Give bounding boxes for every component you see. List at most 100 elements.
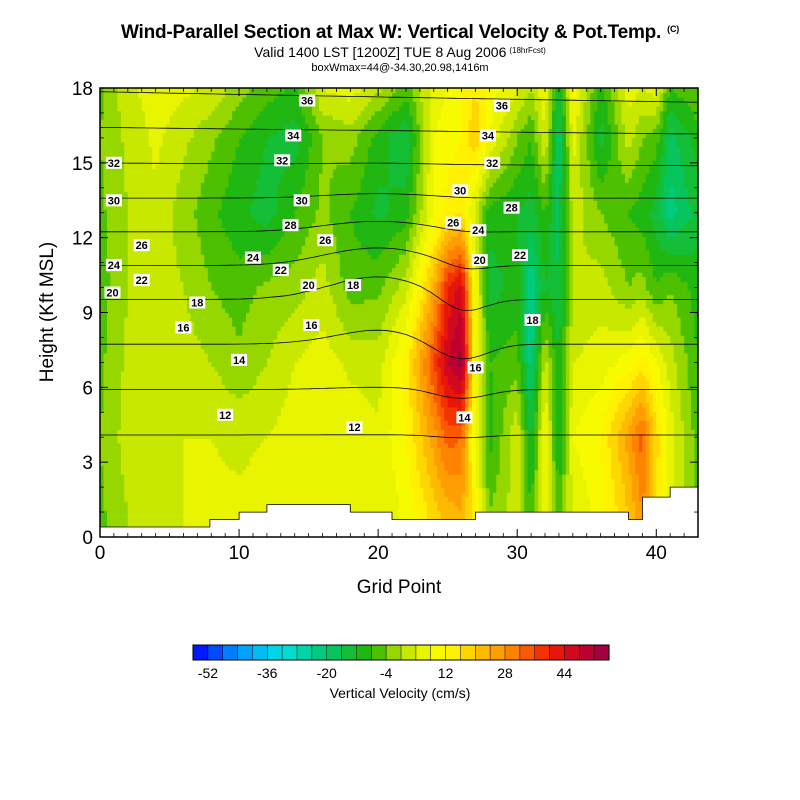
velocity-cell <box>190 272 194 277</box>
velocity-cell <box>267 111 271 116</box>
velocity-cell <box>124 133 128 138</box>
velocity-cell <box>218 313 222 318</box>
velocity-cell <box>170 317 174 322</box>
velocity-cell <box>218 384 222 389</box>
velocity-cell <box>253 434 257 439</box>
velocity-cell <box>204 438 208 443</box>
velocity-cell <box>124 380 128 385</box>
velocity-cell <box>232 322 236 327</box>
velocity-cell <box>229 308 233 313</box>
velocity-cell <box>232 299 236 304</box>
velocity-cell <box>236 102 240 107</box>
velocity-cell <box>236 155 240 160</box>
velocity-cell <box>236 290 240 295</box>
velocity-cell <box>222 151 226 156</box>
velocity-cell <box>246 461 250 466</box>
velocity-cell <box>232 393 236 398</box>
velocity-cell <box>243 223 247 228</box>
velocity-cell <box>142 398 146 403</box>
velocity-cell <box>183 357 187 362</box>
velocity-cell <box>145 443 149 448</box>
velocity-cell <box>117 447 121 452</box>
velocity-cell <box>183 506 187 511</box>
velocity-cell <box>104 357 108 362</box>
velocity-cell <box>204 375 208 380</box>
velocity-cell <box>263 218 267 223</box>
velocity-cell <box>110 322 114 327</box>
velocity-cell <box>128 272 132 277</box>
velocity-cell <box>218 151 222 156</box>
velocity-cell <box>208 272 212 277</box>
velocity-cell <box>117 102 121 107</box>
velocity-cell <box>128 218 132 223</box>
velocity-cell <box>204 510 208 515</box>
velocity-cell <box>145 488 149 493</box>
velocity-cell <box>128 326 132 331</box>
velocity-cell <box>263 362 267 367</box>
velocity-cell <box>128 443 132 448</box>
velocity-cell <box>246 97 250 102</box>
velocity-cell <box>114 371 118 376</box>
velocity-cell <box>124 160 128 165</box>
velocity-cell <box>163 106 167 111</box>
velocity-cell <box>260 452 264 457</box>
velocity-cell <box>229 335 233 340</box>
velocity-cell <box>170 250 174 255</box>
velocity-cell <box>117 510 121 515</box>
velocity-cell <box>232 380 236 385</box>
velocity-cell <box>260 160 264 165</box>
velocity-cell <box>183 277 187 282</box>
velocity-cell <box>229 465 233 470</box>
velocity-cell <box>142 102 146 107</box>
velocity-cell <box>190 488 194 493</box>
velocity-cell <box>142 209 146 214</box>
velocity-cell <box>177 506 181 511</box>
velocity-cell <box>201 151 205 156</box>
velocity-cell <box>145 456 149 461</box>
velocity-cell <box>110 398 114 403</box>
velocity-cell <box>110 272 114 277</box>
velocity-cell <box>236 465 240 470</box>
velocity-cell <box>177 335 181 340</box>
velocity-cell <box>128 492 132 497</box>
velocity-cell <box>110 339 114 344</box>
velocity-cell <box>163 191 167 196</box>
velocity-cell <box>117 151 121 156</box>
velocity-cell <box>243 200 247 205</box>
velocity-cell <box>159 380 163 385</box>
velocity-cell <box>138 290 142 295</box>
velocity-cell <box>117 119 121 124</box>
velocity-cell <box>183 200 187 205</box>
velocity-cell <box>110 93 114 98</box>
velocity-cell <box>145 407 149 412</box>
velocity-cell <box>110 173 114 178</box>
velocity-cell <box>201 281 205 286</box>
velocity-cell <box>170 339 174 344</box>
velocity-cell <box>131 173 135 178</box>
velocity-cell <box>149 151 153 156</box>
velocity-cell <box>232 241 236 246</box>
velocity-cell <box>267 205 271 210</box>
velocity-cell <box>253 200 257 205</box>
velocity-cell <box>215 461 219 466</box>
velocity-cell <box>250 218 254 223</box>
velocity-cell <box>124 479 128 484</box>
velocity-cell <box>183 178 187 183</box>
velocity-cell <box>170 402 174 407</box>
velocity-cell <box>208 209 212 214</box>
velocity-cell <box>131 447 135 452</box>
velocity-cell <box>124 443 128 448</box>
velocity-cell <box>187 281 191 286</box>
velocity-cell <box>218 375 222 380</box>
velocity-cell <box>204 236 208 241</box>
velocity-cell <box>187 115 191 120</box>
velocity-cell <box>263 344 267 349</box>
velocity-cell <box>163 488 167 493</box>
velocity-cell <box>260 344 264 349</box>
velocity-cell <box>110 492 114 497</box>
velocity-cell <box>263 470 267 475</box>
velocity-cell <box>183 115 187 120</box>
velocity-cell <box>104 402 108 407</box>
velocity-cell <box>187 506 191 511</box>
velocity-cell <box>159 142 163 147</box>
